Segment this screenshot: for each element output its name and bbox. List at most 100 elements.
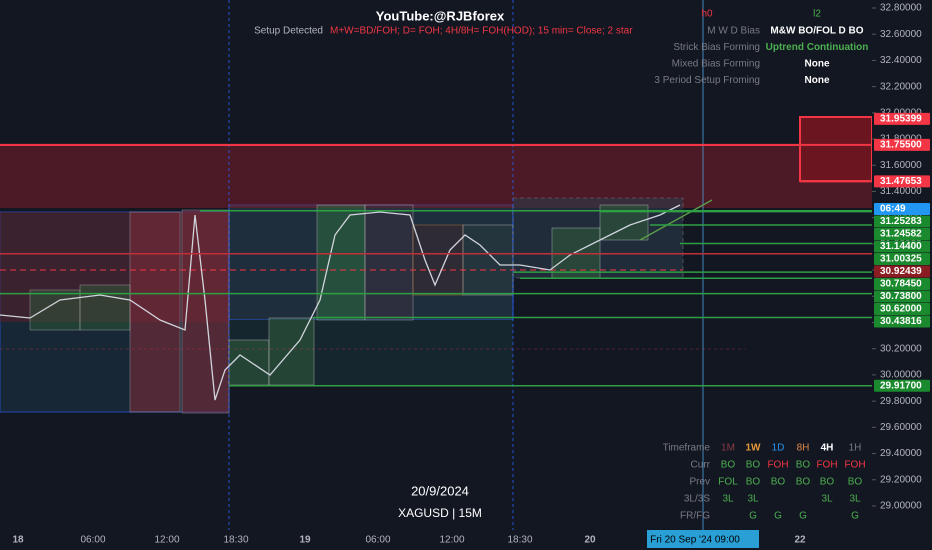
- bias-head: l2: [813, 9, 821, 20]
- price-tag: [874, 290, 930, 303]
- y-tick-label: 31.40000: [880, 186, 922, 197]
- bias-value: M&W BO/FOL D BO: [770, 26, 863, 37]
- tf-cell: BO: [746, 477, 761, 488]
- tf-cell: 3L: [821, 494, 833, 505]
- bias-value: None: [805, 59, 830, 70]
- tf-cell: G: [851, 511, 859, 522]
- tf-cell: BO: [820, 477, 835, 488]
- price-tag: [874, 203, 930, 216]
- x-tick-label: 18:30: [223, 535, 248, 546]
- tf-head: 1M: [721, 443, 735, 454]
- tf-cell: Prev: [689, 477, 710, 488]
- y-tick-label: 29.20000: [880, 474, 922, 485]
- bias-label: M W D Bias: [707, 26, 760, 37]
- tf-cell: FOH: [844, 460, 865, 471]
- tf-head: Timeframe: [663, 443, 711, 454]
- y-tick-label: 31.60000: [880, 160, 922, 171]
- y-tick-label: 32.60000: [880, 29, 922, 40]
- price-tag: [874, 240, 930, 253]
- x-tick-label: 18:30: [507, 535, 532, 546]
- bias-head: h0: [701, 9, 713, 20]
- price-tag-label: 29.91700: [880, 380, 922, 391]
- tf-cell: BO: [796, 477, 811, 488]
- price-tag: [874, 175, 930, 188]
- footer-symbol: XAGUSD | 15M: [398, 506, 482, 520]
- price-tag-label: 30.43816: [880, 316, 922, 327]
- tf-head: 1W: [746, 443, 762, 454]
- price-tag-label: 31.47653: [880, 176, 922, 187]
- tf-cell: G: [749, 511, 757, 522]
- x-tick-label: 20: [584, 535, 596, 546]
- price-tag: [874, 379, 930, 392]
- tf-cell: FOH: [767, 460, 788, 471]
- y-tick-label: 29.40000: [880, 448, 922, 459]
- price-tag: [874, 228, 930, 241]
- price-tag-label: 31.24582: [880, 229, 922, 240]
- x-tick-label: 06:00: [365, 535, 390, 546]
- price-tag-label: 31.14400: [880, 241, 922, 252]
- tf-cell: BO: [721, 460, 736, 471]
- price-tag: [874, 265, 930, 278]
- bias-label: Strick Bias Forming: [673, 42, 760, 53]
- tf-cell: BO: [796, 460, 811, 471]
- setup-label: Setup Detected: [254, 26, 323, 37]
- price-tag: [874, 315, 930, 328]
- y-tick-label: 29.00000: [880, 501, 922, 512]
- setup-text: M+W=BD/FOH; D= FOH; 4H/8H= FOH(HOD); 15 …: [330, 26, 633, 37]
- price-tag-label: 31.95399: [880, 114, 922, 125]
- tf-cell: G: [774, 511, 782, 522]
- price-tag: [874, 303, 930, 316]
- x-tick-label: 12:00: [154, 535, 179, 546]
- bias-value: Uptrend Continuation: [766, 42, 869, 53]
- y-tick-label: 32.80000: [880, 3, 922, 14]
- tf-cell: BO: [746, 460, 761, 471]
- tf-cell: BO: [771, 477, 786, 488]
- zones: [0, 0, 873, 530]
- tf-cell: 3L: [849, 494, 861, 505]
- price-tag: [874, 215, 930, 228]
- price-tag-label: 30.78450: [880, 279, 922, 290]
- price-tag-label: 30.73800: [880, 291, 922, 302]
- tf-cell: FOH: [816, 460, 837, 471]
- price-tag: [874, 253, 930, 266]
- price-tag-label: 30.92439: [880, 266, 922, 277]
- tf-cell: Curr: [691, 460, 711, 471]
- y-tick-label: 30.20000: [880, 343, 922, 354]
- price-tag-label: 31.25283: [880, 216, 922, 227]
- x-tick-label: 22: [794, 535, 806, 546]
- price-tag-label: 06:49: [880, 204, 906, 215]
- cursor-time-bg: [647, 530, 759, 548]
- title: YouTube:@RJBforex: [376, 8, 505, 23]
- tf-head: 1D: [772, 443, 785, 454]
- tf-cell: FOL: [718, 477, 738, 488]
- price-tag: [874, 138, 930, 151]
- bias-label: Mixed Bias Forming: [672, 59, 760, 70]
- price-tag: [874, 112, 930, 125]
- footer-date: 20/9/2024: [411, 483, 469, 498]
- price-tag-label: 31.75500: [880, 140, 922, 151]
- tf-head: 1H: [849, 443, 862, 454]
- tf-head: 4H: [821, 443, 834, 454]
- tf-cell: 3L/3S: [684, 494, 710, 505]
- price-tag-label: 30.62000: [880, 304, 922, 315]
- x-tick-label: 06:00: [80, 535, 105, 546]
- tf-cell: 3L: [747, 494, 759, 505]
- y-tick-label: 29.60000: [880, 422, 922, 433]
- tf-cell: FR/FG: [680, 511, 710, 522]
- x-tick-label: 19: [299, 535, 311, 546]
- price-tag-label: 31.00325: [880, 254, 922, 265]
- tf-head: 8H: [797, 443, 810, 454]
- bias-label: 3 Period Setup Froming: [654, 75, 760, 86]
- tf-cell: G: [799, 511, 807, 522]
- y-tick-label: 32.20000: [880, 81, 922, 92]
- y-tick-label: 29.80000: [880, 396, 922, 407]
- y-tick-label: 30.00000: [880, 370, 922, 381]
- x-tick-label: 18: [12, 535, 24, 546]
- price-tag: [874, 278, 930, 291]
- tf-cell: BO: [848, 477, 863, 488]
- x-tick-label: Fri 20 Sep '24 09:00: [650, 535, 740, 546]
- x-tick-label: 12:00: [439, 535, 464, 546]
- tf-cell: 3L: [722, 494, 734, 505]
- y-tick-label: 32.40000: [880, 55, 922, 66]
